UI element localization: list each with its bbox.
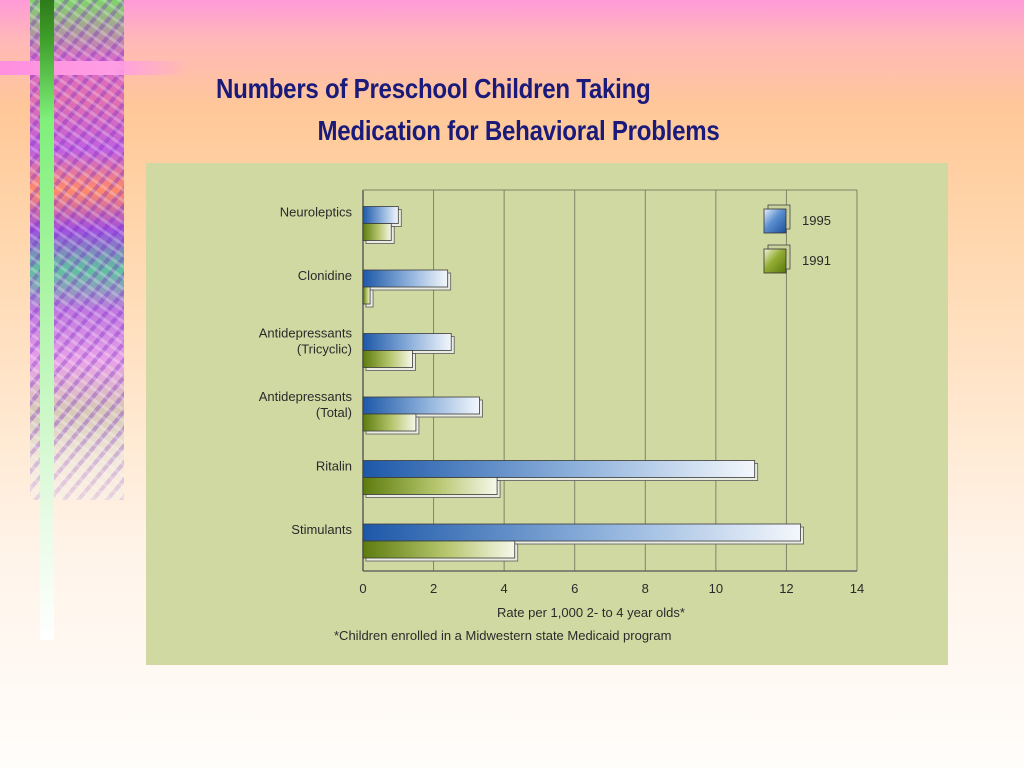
bar-1995 bbox=[362, 333, 452, 351]
slide-title: Numbers of Preschool Children Taking Med… bbox=[216, 68, 720, 152]
bar-1991 bbox=[362, 286, 371, 305]
category-label: Clonidine bbox=[298, 268, 352, 283]
bar-1995 bbox=[362, 269, 449, 288]
labels-layer: 0 2 4 6 8 10 12 14 Neuroleptics Clonidine Antidepr… bbox=[259, 205, 864, 596]
decorative-green-bar bbox=[40, 0, 54, 640]
bar-1991 bbox=[362, 477, 498, 495]
category-label: Neuroleptics bbox=[280, 205, 353, 220]
bars-layer bbox=[362, 206, 804, 562]
bar-1991 bbox=[362, 413, 417, 432]
bar-1991 bbox=[362, 540, 516, 559]
bar-chart: 0 2 4 6 8 10 12 14 Neuroleptics Clonidine Antidepr… bbox=[259, 189, 864, 643]
bar-1995 bbox=[362, 206, 399, 224]
category-label: (Tricyclic) bbox=[297, 342, 352, 357]
chart-panel: 0 2 4 6 8 10 12 14 Neuroleptics Clonidine Antidepr… bbox=[146, 163, 948, 665]
category-label: Ritalin bbox=[316, 459, 352, 474]
decorative-pink-bar bbox=[0, 61, 190, 75]
x-tick-label: 6 bbox=[571, 581, 578, 596]
x-tick-label: 8 bbox=[642, 581, 649, 596]
category-label: Antidepressants bbox=[259, 389, 353, 404]
legend-swatch-1995 bbox=[763, 208, 787, 234]
x-tick-label: 0 bbox=[359, 581, 366, 596]
slide-title-line-1: Numbers of Preschool Children Taking bbox=[216, 73, 651, 104]
bar-1995 bbox=[362, 396, 480, 415]
bar-1995 bbox=[362, 460, 756, 478]
legend-label: 1995 bbox=[802, 213, 831, 228]
legend: 1995 1991 bbox=[763, 204, 831, 274]
x-axis-label: Rate per 1,000 2- to 4 year olds* bbox=[497, 605, 685, 620]
category-label: (Total) bbox=[316, 405, 352, 420]
bar-1991 bbox=[362, 223, 392, 241]
bar-1995 bbox=[362, 523, 801, 542]
x-tick-label: 4 bbox=[501, 581, 508, 596]
chart-footnote: *Children enrolled in a Midwestern state… bbox=[334, 628, 671, 643]
legend-swatch-1991 bbox=[763, 248, 787, 274]
legend-label: 1991 bbox=[802, 253, 831, 268]
grid-layer bbox=[362, 189, 858, 572]
x-tick-label: 14 bbox=[850, 581, 864, 596]
x-tick-label: 2 bbox=[430, 581, 437, 596]
slide-title-line-2: Medication for Behavioral Problems bbox=[317, 115, 720, 146]
x-tick-label: 12 bbox=[779, 581, 793, 596]
category-label: Stimulants bbox=[291, 522, 352, 537]
x-tick-label: 10 bbox=[709, 581, 723, 596]
bar-1991 bbox=[362, 350, 413, 368]
category-label: Antidepressants bbox=[259, 326, 353, 341]
